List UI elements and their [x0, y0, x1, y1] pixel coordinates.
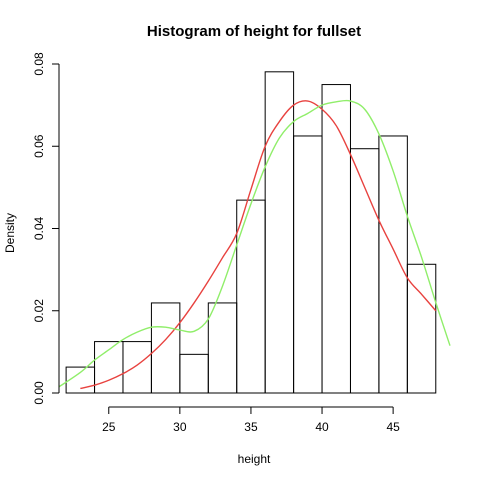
histogram-bar-12 — [406, 263, 437, 394]
y-tick-label: 0.08 — [32, 52, 46, 76]
histogram-bar-4 — [179, 353, 209, 394]
histogram-bar-6 — [236, 199, 266, 394]
histogram-bar-10 — [349, 148, 380, 394]
x-axis-label: height — [238, 452, 271, 466]
density-curve-0 — [80, 100, 437, 390]
x-axis: 25 30 35 40 45 — [102, 406, 400, 434]
y-tick-label: 0.00 — [32, 381, 46, 405]
histogram-bar-8 — [293, 135, 323, 394]
histogram-bar-9 — [321, 84, 351, 394]
chart-title: Histogram of height for fullset — [147, 23, 361, 40]
x-tick-label: 30 — [173, 420, 187, 434]
histogram-bar-3 — [150, 302, 181, 394]
density-curve-1 — [58, 99, 451, 388]
histogram-bar-7 — [264, 71, 295, 394]
y-tick-label: 0.02 — [32, 299, 46, 323]
x-tick-label: 40 — [315, 420, 329, 434]
y-axis-label: Density — [3, 213, 17, 253]
histogram-bars — [65, 71, 437, 394]
histogram-bar-11 — [378, 135, 408, 394]
y-axis: 0.00 0.02 0.04 0.06 0.08 — [32, 52, 60, 405]
x-tick-label: 25 — [102, 420, 116, 434]
histogram-bar-5 — [207, 302, 238, 394]
x-tick-label: 35 — [244, 420, 258, 434]
histogram-bar-2 — [122, 341, 152, 394]
y-tick-label: 0.06 — [32, 134, 46, 158]
y-tick-label: 0.04 — [32, 216, 46, 240]
density-curves — [58, 99, 451, 390]
x-tick-label: 45 — [386, 420, 400, 434]
